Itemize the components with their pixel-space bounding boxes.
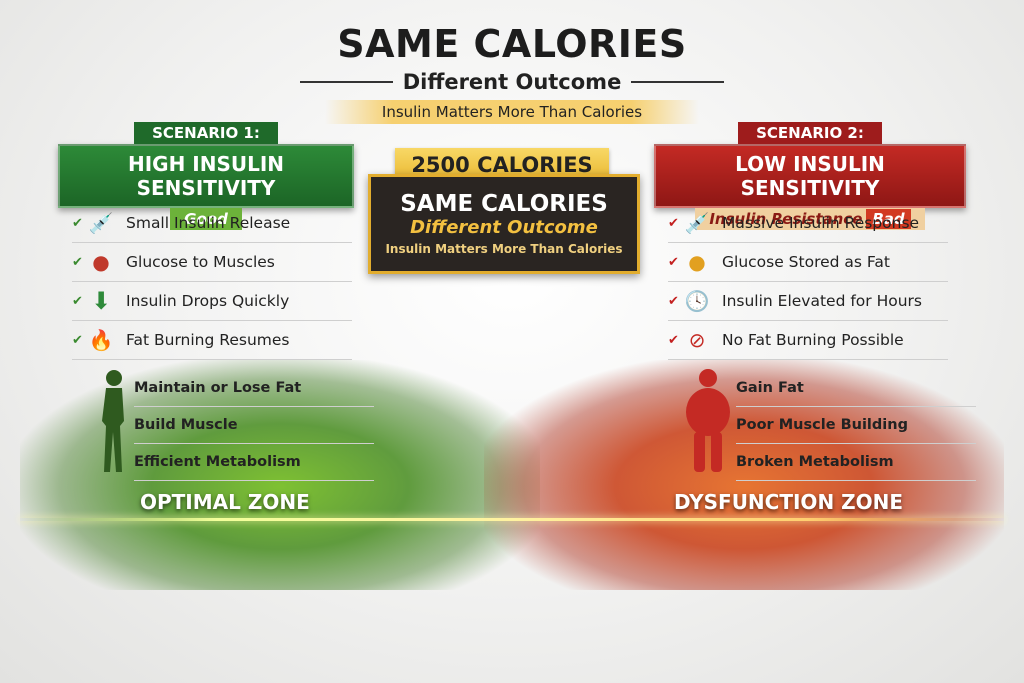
scenario-1-title: HIGH INSULIN SENSITIVITY bbox=[58, 144, 354, 208]
check-icon: ✔ bbox=[668, 215, 679, 231]
page-tagline: Insulin Matters More Than Calories bbox=[325, 100, 699, 124]
check-icon: ✔ bbox=[72, 332, 83, 348]
check-icon: ✔ bbox=[72, 215, 83, 231]
scenario-2-banner: SCENARIO 2: LOW INSULIN SENSITIVITY Insu… bbox=[654, 122, 966, 230]
outcome-item: Gain Fat bbox=[736, 370, 976, 407]
scenario-1-label: SCENARIO 1: bbox=[134, 122, 278, 144]
outcome-item: Efficient Metabolism bbox=[134, 444, 374, 481]
divider-rule bbox=[631, 81, 724, 83]
scenario-1-banner: SCENARIO 1: HIGH INSULIN SENSITIVITY Goo… bbox=[58, 122, 354, 230]
list-item: ✔ ● Glucose to Muscles bbox=[72, 243, 352, 282]
clock-icon: 🕓 bbox=[684, 289, 710, 313]
syringe-icon: 💉 bbox=[684, 211, 710, 235]
list-item: ✔ 🔥 Fat Burning Resumes bbox=[72, 321, 352, 360]
list-item: ✔ 🕓 Insulin Elevated for Hours bbox=[668, 282, 948, 321]
obese-body-icon bbox=[680, 366, 736, 476]
list-item-label: Insulin Drops Quickly bbox=[126, 292, 290, 310]
page-title: SAME CALORIES bbox=[337, 22, 687, 66]
list-item-label: Small Insulin Release bbox=[126, 214, 291, 232]
dysfunction-zone-label: DYSFUNCTION ZONE bbox=[674, 490, 904, 514]
scenario-2-outcomes: Gain Fat Poor Muscle Building Broken Met… bbox=[736, 370, 976, 481]
check-icon: ✔ bbox=[72, 293, 83, 309]
bad-badge: Bad bbox=[866, 209, 911, 229]
scenario-2-label: SCENARIO 2: bbox=[738, 122, 882, 144]
arrow-down-icon: ⬇ bbox=[90, 287, 112, 315]
list-item-label: Massive Insulin Response bbox=[722, 214, 920, 232]
list-item-label: Insulin Elevated for Hours bbox=[722, 292, 922, 310]
check-icon: ✔ bbox=[668, 254, 679, 270]
scenario-2-title: LOW INSULIN SENSITIVITY bbox=[654, 144, 966, 208]
list-item-label: Glucose to Muscles bbox=[126, 253, 275, 271]
scenario-1-list: ✔ 💉 Small Insulin Release ✔ ● Glucose to Mus… bbox=[72, 204, 352, 360]
list-item: ✔ ● Glucose Stored as Fat bbox=[668, 243, 948, 282]
list-item-label: Fat Burning Resumes bbox=[126, 331, 290, 349]
list-item: ✔ 💉 Small Insulin Release bbox=[72, 204, 352, 243]
center-subheading: Different Outcome bbox=[410, 217, 598, 238]
lean-body-icon bbox=[92, 366, 132, 476]
zone-divider-line bbox=[20, 518, 1004, 521]
scenario-1-tag: Good bbox=[170, 208, 242, 230]
center-heading: SAME CALORIES bbox=[400, 191, 608, 217]
optimal-zone-label: OPTIMAL ZONE bbox=[140, 490, 310, 514]
syringe-icon: 💉 bbox=[88, 211, 114, 235]
insulin-resistance-label: Insulin Resistance bbox=[709, 210, 863, 228]
outcome-item: Broken Metabolism bbox=[736, 444, 976, 481]
check-icon: ✔ bbox=[668, 332, 679, 348]
list-item-label: Glucose Stored as Fat bbox=[722, 253, 890, 271]
list-item: ✔ 💉 Massive Insulin Response bbox=[668, 204, 948, 243]
list-item-label: No Fat Burning Possible bbox=[722, 331, 904, 349]
outcome-item: Poor Muscle Building bbox=[736, 407, 976, 444]
check-icon: ✔ bbox=[72, 254, 83, 270]
list-item: ✔ ⊘ No Fat Burning Possible bbox=[668, 321, 948, 360]
flame-icon: 🔥 bbox=[88, 328, 114, 352]
outcome-item: Maintain or Lose Fat bbox=[134, 370, 374, 407]
muscle-icon: ● bbox=[92, 250, 110, 274]
check-icon: ✔ bbox=[668, 293, 679, 309]
page-subtitle: Different Outcome bbox=[402, 70, 622, 94]
divider-rule bbox=[300, 81, 393, 83]
fat-cells-icon: ● bbox=[688, 250, 706, 274]
scenario-2-list: ✔ 💉 Massive Insulin Response ✔ ● Glucose Sto… bbox=[668, 204, 948, 360]
no-fat-burning-icon: ⊘ bbox=[688, 328, 706, 352]
list-item: ✔ ⬇ Insulin Drops Quickly bbox=[72, 282, 352, 321]
center-summary-box: SAME CALORIES Different Outcome Insulin … bbox=[368, 174, 640, 274]
center-tagline: Insulin Matters More Than Calories bbox=[385, 242, 623, 256]
subtitle-row: Different Outcome bbox=[290, 68, 734, 96]
outcome-item: Build Muscle bbox=[134, 407, 374, 444]
scenario-1-outcomes: Maintain or Lose Fat Build Muscle Effici… bbox=[134, 370, 374, 481]
dysfunction-zone-glow bbox=[484, 360, 1004, 590]
scenario-2-tag: Insulin Resistance Bad bbox=[695, 208, 925, 230]
